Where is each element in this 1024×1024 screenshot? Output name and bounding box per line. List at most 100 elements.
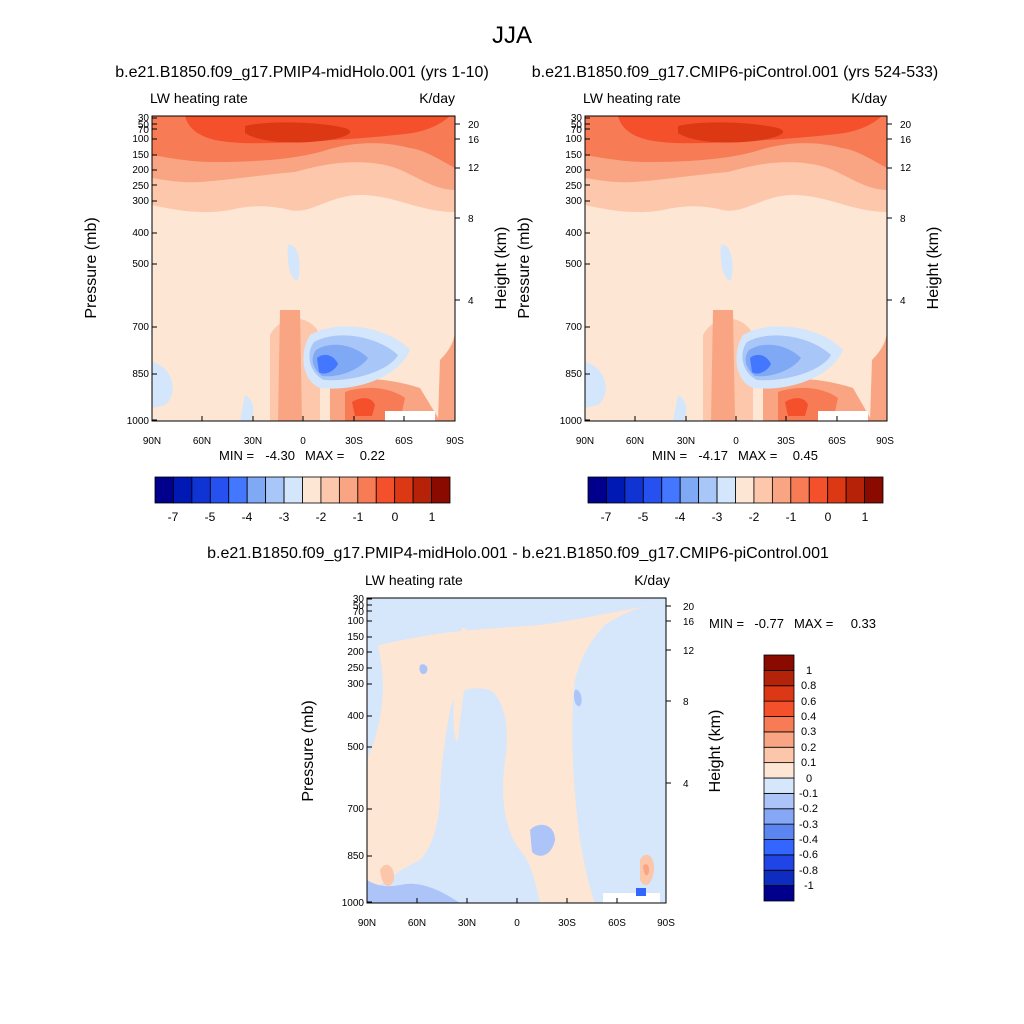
y-tick-label: 100: [565, 134, 582, 145]
colorbar-swatch: [587, 476, 607, 504]
y-tick-label: 1000: [127, 416, 150, 427]
x-tick-label: 60S: [395, 436, 413, 447]
contour-field: [585, 116, 887, 421]
x-tick-label: 0: [733, 436, 739, 447]
x-tick-label: 30N: [244, 436, 262, 447]
colorbar-swatch: [375, 476, 396, 504]
colorbar-label: -5: [638, 510, 649, 524]
colorbar-label: 0: [825, 510, 832, 524]
y-tick-label: 100: [132, 134, 149, 145]
colorbar-label: -3: [712, 510, 723, 524]
y-tick-label: 4: [900, 296, 906, 307]
y-tick-label: 250: [347, 663, 364, 674]
y-tick-label: 30: [571, 113, 583, 124]
colorbar-label: -5: [205, 510, 216, 524]
x-tick-label: 90N: [576, 436, 594, 447]
colorbar-label: -0.3: [799, 819, 818, 831]
colorbar-label: -1: [804, 880, 814, 892]
y-tick-label: 20: [468, 120, 480, 131]
colorbar-label: -2: [749, 510, 760, 524]
min-value: -0.77: [754, 616, 784, 631]
ylabel-right: Height (km): [925, 227, 942, 310]
contour-field: [152, 116, 455, 421]
x-tick-label: 60N: [193, 436, 211, 447]
x-tick-label: 30S: [345, 436, 363, 447]
colorbar-label: -4: [242, 510, 253, 524]
right-string: K/day: [851, 90, 887, 106]
y-ticks-left: 30 50 70 100 150 200 250 300 400 500 700…: [342, 594, 365, 909]
x-tick-label: 90S: [657, 918, 675, 929]
colorbar-label: -7: [601, 510, 612, 524]
left-string: LW heating rate: [583, 90, 681, 106]
colorbar-swatch: [265, 476, 285, 504]
colorbar-label: 0.3: [801, 726, 816, 738]
colorbar-labels: -7 -5 -4 -3 -2 -1 0 1: [168, 510, 436, 524]
y-tick-label: 850: [132, 369, 149, 380]
colorbar-swatch: [735, 476, 755, 504]
x-tick-label: 0: [514, 918, 520, 929]
y-tick-label: 20: [683, 602, 695, 613]
colorbar-swatch: [320, 476, 340, 504]
y-tick-label: 500: [565, 259, 582, 270]
colorbar-label: 1: [429, 510, 436, 524]
y-tick-label: 8: [683, 697, 689, 708]
colorbar-swatch: [763, 854, 795, 871]
x-tick-label: 0: [300, 436, 306, 447]
y-tick-label: 200: [565, 165, 582, 176]
y-tick-label: 850: [347, 851, 364, 862]
y-tick-label: 70: [353, 607, 365, 618]
x-ticks: 90N 60N 30N 0 30S 60S 90S: [143, 436, 464, 447]
colorbar-swatch: [698, 476, 718, 504]
colorbar-swatch: [763, 792, 795, 810]
min-label: MIN =: [219, 448, 254, 463]
y-tick-marks-left: [152, 117, 157, 421]
y-tick-label: 700: [347, 804, 364, 815]
colorbar-label: -0.8: [799, 865, 818, 877]
y-tick-label: 400: [132, 228, 149, 239]
colorbar-swatch: [209, 476, 230, 504]
y-tick-label: 300: [347, 679, 364, 690]
y-tick-label: 50: [138, 120, 150, 131]
colorbar-swatch: [679, 476, 700, 504]
max-label: MAX =: [738, 448, 777, 463]
colorbar-label: -0.6: [799, 849, 818, 861]
colorbar-label: -2: [316, 510, 327, 524]
x-tick-label: 90N: [143, 436, 161, 447]
min-max-readout: MIN = -4.30 MAX = 0.22: [219, 448, 385, 463]
panel-picontrol: b.e21.B1850.f09_g17.CMIP6-piControl.001 …: [516, 64, 942, 524]
ylabel: Pressure (mb): [516, 217, 533, 318]
y-tick-label: 200: [132, 165, 149, 176]
x-tick-label: 60S: [608, 918, 626, 929]
colorbar-swatch: [642, 476, 663, 504]
y-tick-label: 50: [571, 120, 583, 131]
colorbar-swatch: [763, 839, 795, 856]
colorbar-labels: -7 -5 -4 -3 -2 -1 0 1: [601, 510, 869, 524]
panel-midholo: b.e21.B1850.f09_g17.PMIP4-midHolo.001 (y…: [83, 64, 510, 524]
right-string: K/day: [634, 572, 670, 588]
x-tick-label: 60S: [828, 436, 846, 447]
colorbar-label: 1: [862, 510, 869, 524]
y-tick-label: 250: [565, 181, 582, 192]
colorbar-swatch: [338, 476, 359, 504]
min-value: -4.30: [265, 448, 295, 463]
y-tick-label: 4: [468, 296, 474, 307]
colorbar-swatch: [302, 476, 322, 504]
colorbar-swatch: [431, 476, 451, 504]
colorbar-swatch: [394, 476, 414, 504]
colorbar-label: -7: [168, 510, 179, 524]
x-tick-label: 30S: [777, 436, 795, 447]
y-tick-label: 8: [468, 214, 474, 225]
colorbar-label: 0.2: [801, 742, 816, 754]
y-tick-label: 16: [900, 135, 912, 146]
right-string: K/day: [419, 90, 455, 106]
y-tick-label: 500: [132, 259, 149, 270]
colorbar-swatch: [624, 476, 644, 504]
colorbar-label: 0: [392, 510, 399, 524]
y-ticks-left: 30 50 70 100 150 200 250 300 400 500 700…: [127, 113, 150, 427]
x-ticks: 90N 60N 30N 0 30S 60S 90S: [576, 436, 894, 447]
x-tick-label: 30N: [677, 436, 695, 447]
y-tick-label: 700: [132, 322, 149, 333]
y-ticks-right: 20 16 12 8 4: [468, 120, 480, 307]
colorbar-swatch: [228, 476, 248, 504]
y-tick-marks-left: [367, 598, 372, 903]
